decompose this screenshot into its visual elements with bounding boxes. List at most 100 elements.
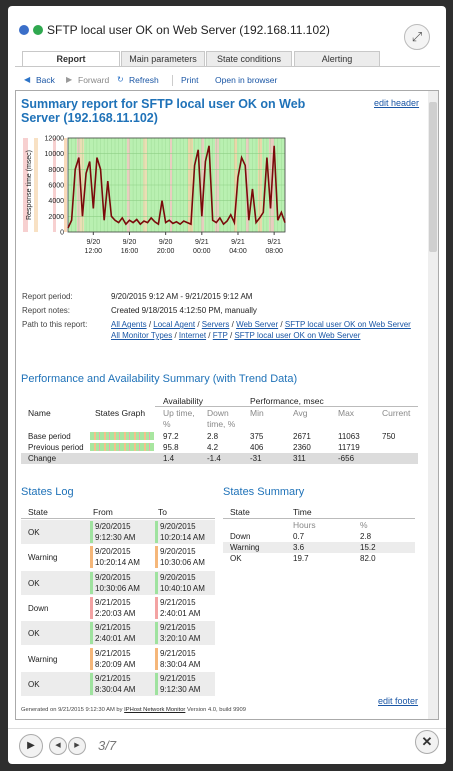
footer-text: Generated on 9/21/2015 9:12:30 AM by	[21, 707, 123, 713]
col-header: Up time, %	[163, 408, 195, 429]
col-header: States Graph	[95, 408, 146, 418]
toolbar-button[interactable]: Refresh	[129, 75, 159, 85]
log-time: 9/20/2015 10:40:10 AM	[160, 572, 205, 593]
tab[interactable]: Main parameters	[121, 51, 205, 67]
path-link[interactable]: Local Agent	[153, 320, 196, 329]
col-header: Availability	[163, 396, 204, 406]
state-band	[53, 138, 56, 232]
path-link[interactable]: SFTP local user OK on Web Server	[284, 320, 411, 329]
log-state: OK	[28, 629, 40, 639]
tab[interactable]: State conditions	[206, 51, 292, 67]
x-tick-label: 9/21 08:00	[265, 239, 283, 255]
x-tick-label: 9/21 04:00	[229, 239, 247, 255]
log-time: 9/20/2015 10:20:14 AM	[95, 547, 140, 568]
log-row	[21, 520, 215, 544]
tab[interactable]: Report	[22, 51, 120, 67]
log-state: Down	[28, 603, 49, 613]
state-bar	[155, 672, 158, 695]
path-link[interactable]: FTP	[212, 331, 228, 340]
table-cell: -1.4	[207, 454, 221, 463]
table-cell: 2360	[293, 443, 311, 452]
footer-link[interactable]: IPHost Network Monitor	[124, 707, 186, 713]
report-frame	[15, 90, 439, 720]
path-separator: /	[231, 320, 234, 329]
footer-text: Version 4.0, build 9909	[187, 707, 246, 713]
play-button[interactable]: ▶	[19, 734, 43, 758]
y-tick-label: 2000	[48, 214, 64, 221]
path-link[interactable]: All Monitor Types	[111, 331, 173, 340]
log-state: Warning	[28, 654, 58, 664]
table-cell: Change	[28, 454, 57, 463]
log-state: OK	[28, 528, 40, 537]
prev-button[interactable]: ◀	[49, 737, 67, 755]
path-link[interactable]: All Agents	[111, 320, 147, 329]
toolbar-button[interactable]: Back	[36, 75, 55, 85]
path-separator: /	[208, 331, 211, 340]
table-cell: Warning	[230, 543, 260, 552]
header-rule	[21, 518, 215, 519]
toolbar-button[interactable]: Open in browser	[215, 75, 278, 85]
section-title: States Log	[21, 486, 74, 498]
log-time: 9/21/2015 8:30:04 AM	[160, 648, 201, 669]
edit-header-link[interactable]: edit header	[374, 98, 420, 108]
y-tick-label: 12000	[45, 136, 65, 143]
toolbar-icon: ▶	[66, 75, 73, 84]
table-cell: 4.2	[207, 443, 219, 452]
col-header: To	[158, 507, 167, 517]
expand-button[interactable]: ⤢	[404, 24, 430, 50]
path-separator: /	[197, 320, 200, 329]
path-link[interactable]: Internet	[178, 331, 207, 340]
toolbar-button[interactable]: Forward	[78, 75, 110, 85]
path-link[interactable]: SFTP local user OK on Web Server	[234, 331, 361, 340]
log-time: 9/21/2015 9:12:30 AM	[160, 673, 201, 694]
ok-icon	[33, 25, 43, 35]
state-bar	[90, 647, 93, 670]
y-tick-label: 0	[60, 230, 64, 237]
log-time: 9/21/2015 8:30:04 AM	[95, 673, 136, 694]
path-link[interactable]: Web Server	[236, 320, 279, 329]
table-cell: 11063	[338, 432, 360, 441]
table-cell: 11719	[338, 443, 360, 452]
info-value: Created 9/18/2015 4:12:50 PM, manually	[111, 306, 257, 315]
x-tick-label: 9/20 12:00	[85, 239, 103, 255]
state-bar	[155, 521, 158, 543]
log-row	[21, 646, 215, 671]
state-band	[64, 138, 67, 232]
log-time: 9/21/2015 8:20:09 AM	[95, 648, 136, 669]
col-header: Name	[28, 408, 51, 418]
state-bar	[90, 571, 93, 594]
next-button[interactable]: ▶	[68, 737, 86, 755]
tab[interactable]: Alerting	[294, 51, 380, 67]
col-header: %	[360, 520, 368, 530]
log-time: 9/21/2015 3:20:10 AM	[160, 623, 201, 644]
table-cell: 95.8	[163, 443, 179, 452]
col-header: Min	[250, 408, 264, 418]
table-cell: 97.2	[163, 432, 179, 441]
y-tick-label: 4000	[48, 198, 64, 205]
col-header: Performance, msec	[250, 396, 324, 406]
col-header: State	[28, 507, 48, 517]
toolbar-separator	[172, 75, 173, 86]
col-header: From	[93, 507, 113, 517]
path-link[interactable]: Servers	[201, 320, 230, 329]
plot-border	[67, 137, 286, 233]
close-button[interactable]: ✕	[415, 730, 439, 754]
toolbar-button[interactable]: Print	[181, 75, 199, 85]
log-row	[21, 570, 215, 595]
log-time: 9/21/2015 2:40:01 AM	[160, 597, 201, 618]
report-path: All Agents / Local Agent / Servers / Web…	[111, 319, 411, 341]
col-header: Down time, %	[207, 408, 236, 429]
table-cell: -31	[250, 454, 262, 463]
states-graph	[90, 443, 154, 451]
info-label: Report notes:	[22, 306, 71, 315]
edit-footer-link[interactable]: edit footer	[378, 696, 419, 706]
state-bar	[90, 596, 93, 619]
tab-line	[15, 66, 440, 67]
state-bar	[155, 596, 158, 619]
scrollbar	[428, 91, 438, 719]
state-bar	[90, 521, 93, 543]
log-time: 9/21/2015 2:40:01 AM	[95, 623, 136, 644]
section-title: States Summary	[223, 486, 305, 498]
table-cell: 82.0	[360, 554, 376, 563]
